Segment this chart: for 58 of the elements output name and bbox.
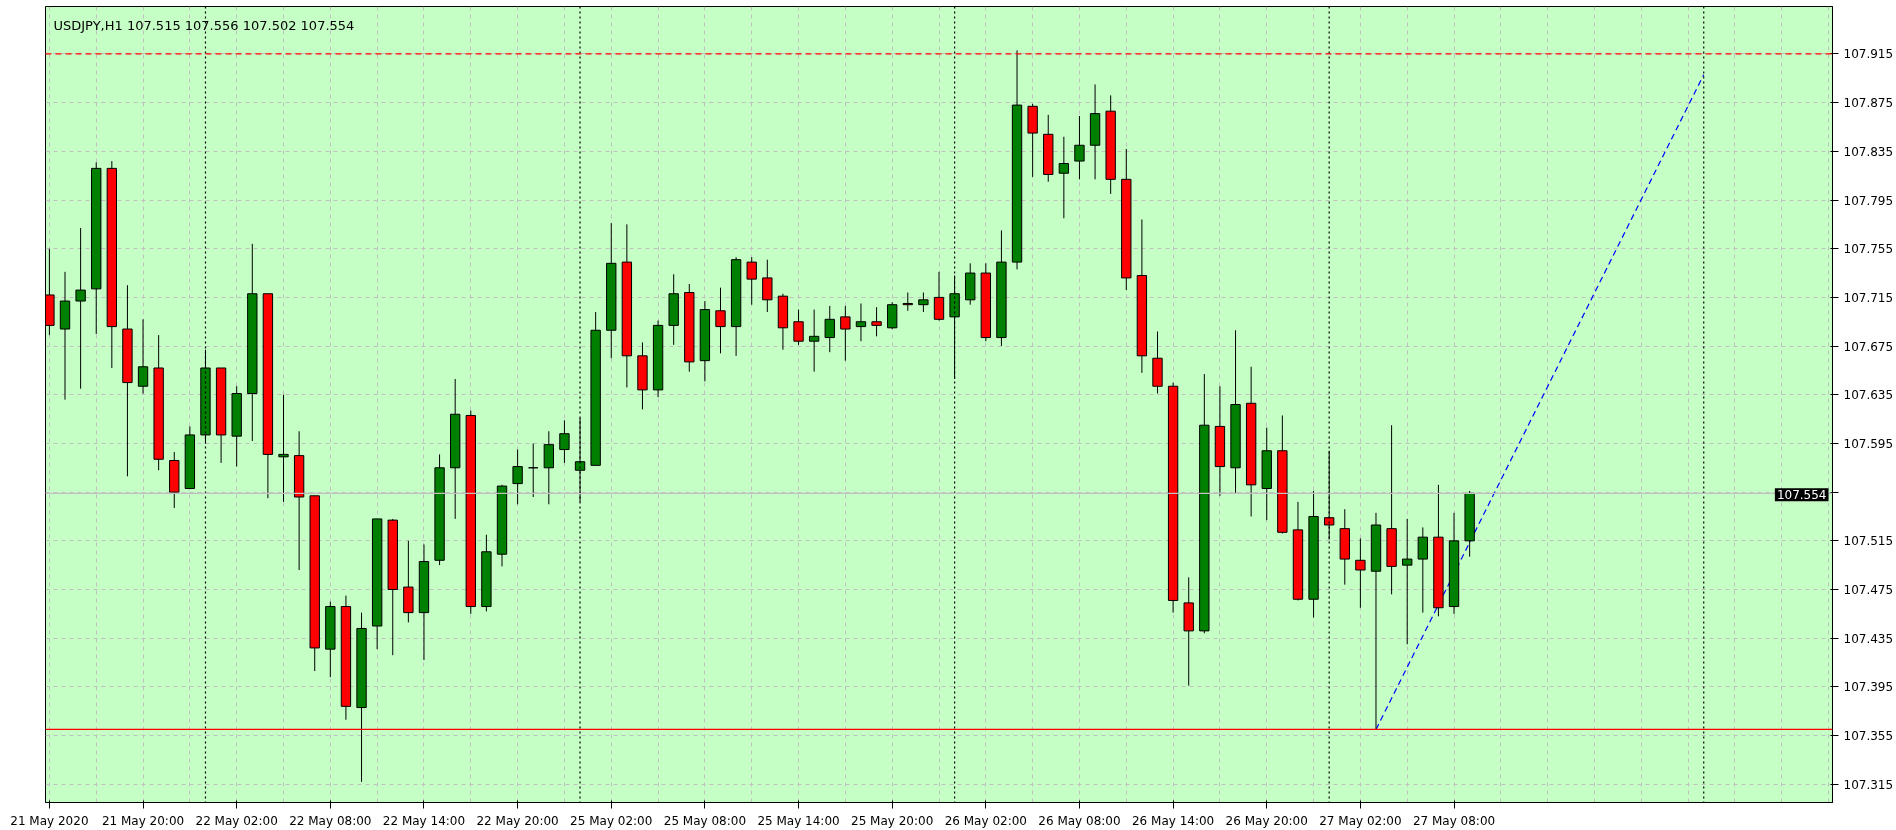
y-tick-label: 107.355	[1843, 729, 1894, 744]
y-tick-label: 107.915	[1843, 47, 1894, 62]
candlestick	[1074, 115, 1085, 180]
x-tick-label: 25 May 02:00	[570, 813, 653, 828]
x-tick-label: 26 May 20:00	[1225, 813, 1308, 828]
y-tick-label: 107.595	[1843, 436, 1894, 451]
x-tick-label: 27 May 08:00	[1412, 813, 1496, 828]
y-tick-label: 107.395	[1843, 680, 1894, 695]
y-tick-label: 107.515	[1843, 534, 1894, 549]
y-tick-label: 107.795	[1843, 193, 1894, 208]
y-tick-label: 107.635	[1843, 388, 1894, 403]
candlestick	[1058, 136, 1070, 219]
candlestick	[762, 259, 773, 313]
y-tick-label: 107.755	[1843, 242, 1894, 257]
candlestick	[1355, 537, 1366, 609]
candlestick	[528, 442, 539, 498]
y-tick-label: 107.675	[1843, 339, 1894, 354]
x-tick-label: 26 May 08:00	[1038, 813, 1121, 828]
x-tick-label: 27 May 02:00	[1319, 813, 1402, 828]
y-tick-label: 107.835	[1843, 144, 1894, 159]
ref-line-label: 107.554	[1776, 488, 1827, 503]
x-tick-label: 21 May 20:00	[101, 813, 185, 828]
y-tick-label: 107.435	[1843, 631, 1894, 646]
candlestick	[808, 309, 820, 373]
x-tick-label: 25 May 14:00	[757, 813, 840, 828]
x-tick-label: 26 May 02:00	[944, 813, 1027, 828]
y-tick-label: 107.875	[1843, 96, 1894, 111]
y-tick-label: 107.715	[1843, 290, 1894, 305]
x-tick-label: 25 May 20:00	[851, 813, 934, 828]
candlestick	[543, 430, 555, 505]
x-tick-label: 22 May 02:00	[195, 813, 278, 828]
candlestick	[715, 287, 726, 354]
x-tick-label: 26 May 14:00	[1131, 813, 1215, 828]
candlestick	[824, 305, 835, 353]
candlestick	[278, 394, 289, 503]
x-tick-label: 22 May 20:00	[476, 813, 559, 828]
candlestick	[855, 302, 867, 342]
x-tick-label: 25 May 08:00	[663, 813, 747, 828]
text: USDJPY,H1 107.515 107.556 107.502 107.554	[53, 17, 355, 33]
candlestick	[793, 309, 804, 346]
candlestick	[512, 449, 523, 505]
candlestick	[871, 306, 882, 337]
candlestick	[75, 227, 86, 390]
x-tick-label: 22 May 08:00	[289, 813, 372, 828]
candlestick	[1417, 526, 1428, 614]
candlestick	[746, 256, 757, 306]
x-tick-label: 22 May 14:00	[382, 813, 466, 828]
candlestick	[902, 292, 913, 312]
candlestick	[840, 305, 851, 362]
candlestick	[933, 271, 945, 322]
y-tick-label: 107.315	[1843, 777, 1894, 792]
x-tick-label: 21 May 2020	[10, 813, 89, 828]
candlestick	[1402, 518, 1413, 645]
candlestick	[559, 419, 570, 464]
candlestick	[137, 318, 149, 395]
candlestick	[887, 301, 898, 330]
y-tick-label: 107.475	[1843, 583, 1894, 597]
candlestick	[918, 292, 929, 313]
